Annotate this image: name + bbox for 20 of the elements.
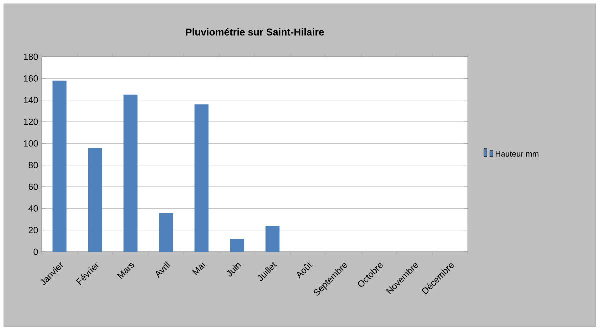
x-tick-label: Mai xyxy=(192,262,206,276)
y-tick-label: 0 xyxy=(34,248,38,256)
bar xyxy=(230,239,244,252)
y-tick-label: 100 xyxy=(24,140,38,147)
bar xyxy=(52,80,67,252)
bar xyxy=(159,213,174,252)
y-tick-label: 180 xyxy=(24,54,38,60)
y-tick-label: 20 xyxy=(28,227,38,234)
bar xyxy=(266,226,280,252)
bar xyxy=(88,148,102,252)
y-tick-label: 60 xyxy=(28,184,38,190)
y-tick-label: 120 xyxy=(24,118,38,126)
x-tick-label: Juin xyxy=(227,263,242,277)
y-tick-label: 40 xyxy=(28,205,38,212)
chart-title: Pluviométrie sur Saint-Hilaire xyxy=(186,28,324,36)
bar xyxy=(194,104,209,252)
y-tick-label: 80 xyxy=(28,162,38,169)
y-tick-label: 160 xyxy=(24,75,38,82)
y-tick-label: 140 xyxy=(24,97,38,104)
bar xyxy=(124,94,138,252)
